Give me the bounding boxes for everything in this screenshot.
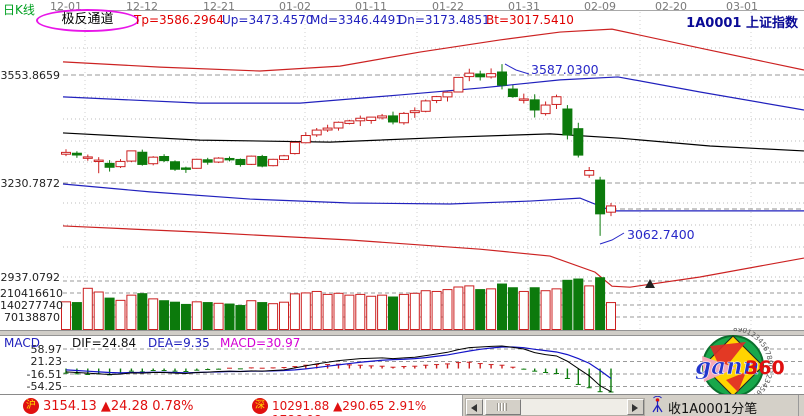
horizontal-scrollbar[interactable] [465,398,645,416]
macd-axis-label: 58.97 [30,343,63,356]
macd-axis-label: -54.25 [26,380,62,393]
date-tick: 02-09 [584,0,616,13]
volume-axis-label: 210416610 [0,287,63,300]
status-bar: 沪 3154.13 ▲24.28 0.78% 1710.03亿 深 10291.… [0,394,804,416]
scroll-left-button[interactable] [466,399,483,415]
chart-period-label[interactable]: 日K线 [3,3,35,17]
peak-price-annotation: 3587.0300 [531,62,599,77]
dif-value-label: DIF=24.84 [72,336,137,350]
macd-axis-label: 21.23 [30,355,63,368]
status-bar-right-panel [462,395,804,416]
indicator-name-bubble: 极反通道 [36,9,139,32]
volume-axis-label: 70138870 [4,311,60,324]
date-tick: 01-02 [279,0,311,13]
panel-divider-line [798,395,799,416]
date-tick: 12-12 [126,0,158,13]
dea-value-label: DEA=9.35 [148,336,210,350]
date-tick: 01-11 [355,0,387,13]
antenna-icon [652,396,663,413]
tick-mode-label[interactable]: 收1A0001分笔 [668,402,758,416]
shenzhen-index-quote: 10291.88 ▲290.65 2.91% 1786.98 [272,399,427,416]
scroll-right-button[interactable] [627,399,644,415]
price-axis-label: 3230.7872 [0,177,61,190]
logo-number: 360 [745,357,785,379]
pane-divider [0,330,804,336]
indicator-param: Bt=3017.5410 [486,13,574,27]
indicator-param: Tp=3586.2964 [134,13,224,27]
shenzhen-index-icon[interactable]: 深 [252,398,268,414]
indicator-param: Md=3346.4491 [310,13,403,27]
date-tick: 03-01 [726,0,758,13]
macd-value-label: MACD=30.97 [220,336,301,350]
price-axis-label: 3553.8659 [0,69,61,82]
shanghai-index-quote: 3154.13 ▲24.28 0.78% 1710.03亿 [43,399,194,414]
gann360-logo: 8901234567890123456789012345 gann 360 [688,328,785,404]
symbol-label: 1A0001 上证指数 [686,16,798,31]
date-tick: 01-22 [432,0,464,13]
macd-axis-label: -16.51 [26,368,62,381]
scrollbar-thumb[interactable] [485,399,521,415]
date-tick: 12-21 [203,0,235,13]
logo-triangle-bottom [726,372,746,392]
indicator-param: Dn=3173.4851 [398,13,490,27]
macd-pane-title[interactable]: MACD [4,336,40,350]
date-tick: 01-31 [508,0,540,13]
logo-triangle-pink [702,356,736,382]
date-tick: 02-20 [655,0,687,13]
indicator-param: Up=3473.4570 [222,13,314,27]
price-axis-label: 2937.0792 [0,271,61,284]
volume-axis-label: 140277740 [0,299,63,312]
trough-price-annotation: 3062.7400 [627,227,695,242]
logo-word: gann [695,353,759,380]
shanghai-index-icon[interactable]: 沪 [23,398,39,414]
